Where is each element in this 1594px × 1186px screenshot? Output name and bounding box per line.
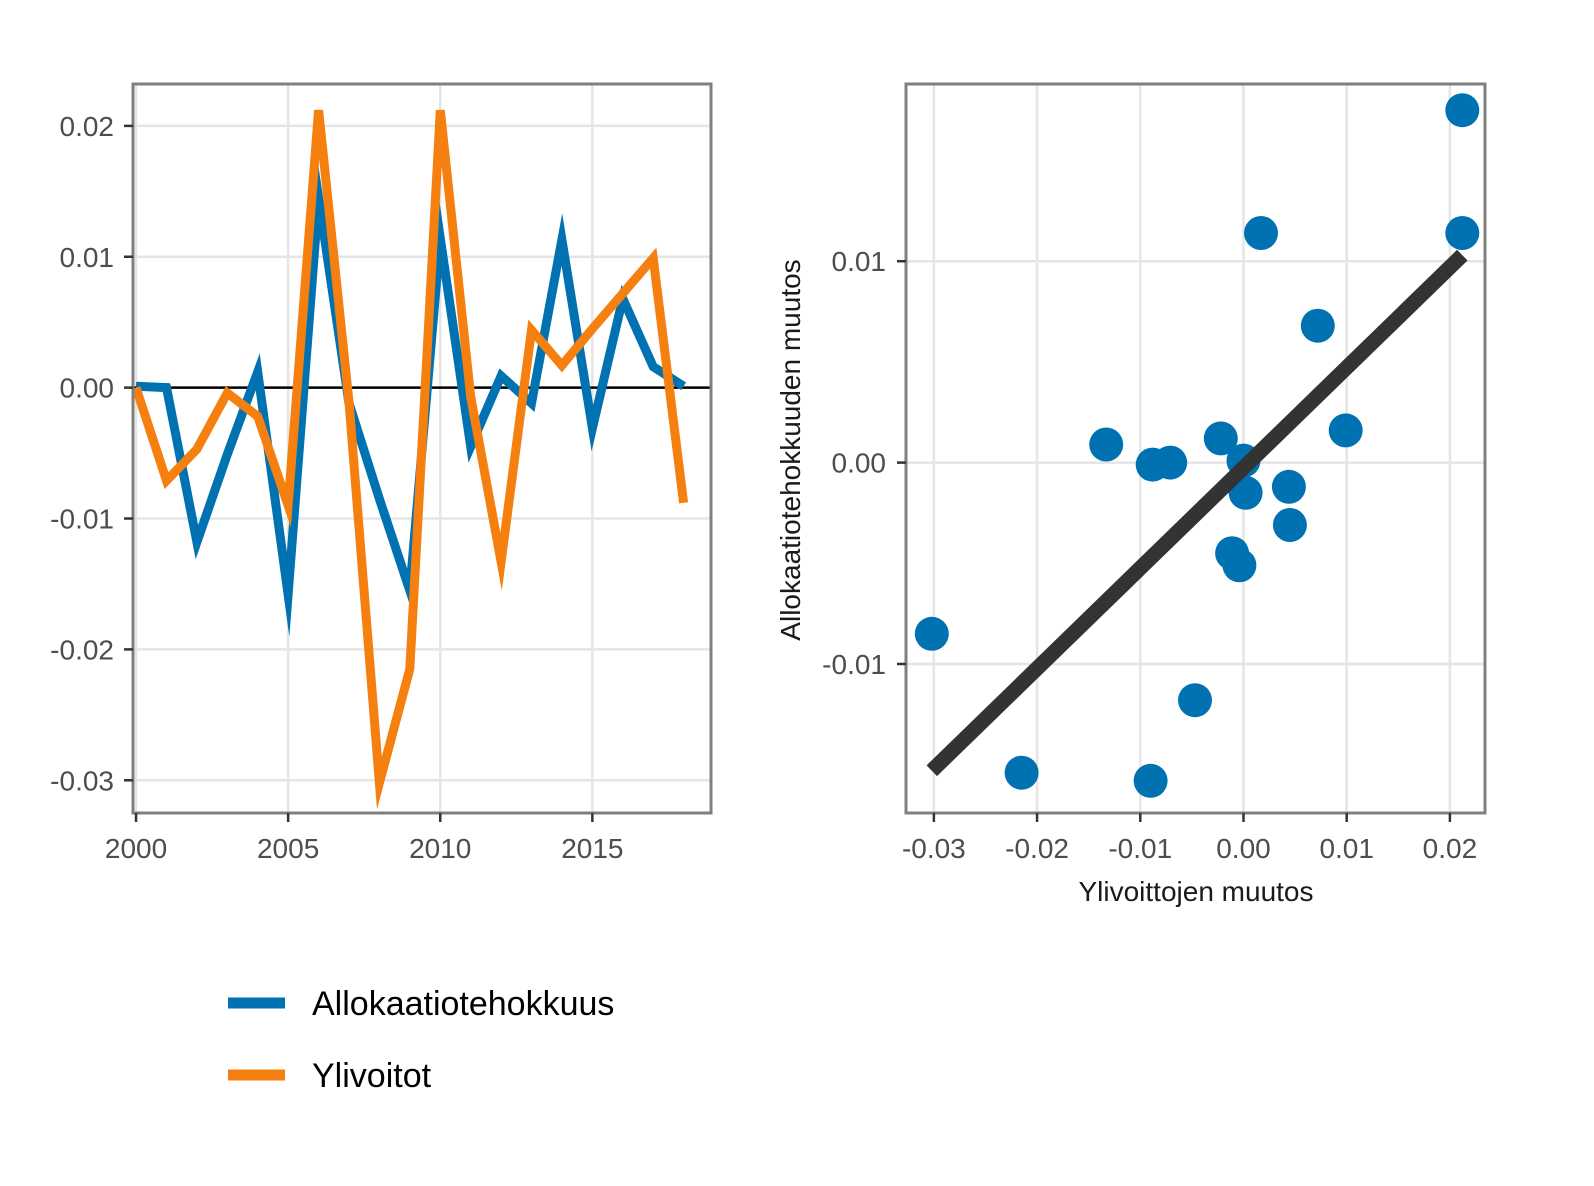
scatter-point	[1215, 536, 1250, 571]
timeseries-panel: 2000 2005 2010 2015 0.02 0.01 0.00 -0.01 -0.02 -…	[50, 82, 713, 864]
scatter-point	[1445, 93, 1480, 128]
scatter-x-tick-label: -0.03	[902, 833, 966, 864]
scatter-point	[1135, 447, 1170, 482]
series-line-ylivoitot	[131, 109, 689, 810]
scatter-x-tick-label: 0.02	[1423, 833, 1478, 864]
scatter-panel-border	[904, 82, 1487, 815]
scatter-point	[1089, 427, 1124, 462]
timeseries-y-tick-label: -0.01	[50, 504, 114, 535]
scatter-fit-line-group	[926, 249, 1468, 777]
scatter-point	[1133, 763, 1168, 798]
scatter-panel: -0.03 -0.02 -0.01 0.00 0.01 0.02 0.010.00-0.0…	[775, 82, 1487, 907]
scatter-x-ticks: -0.03 -0.02 -0.01 0.00 0.01 0.02	[902, 813, 1477, 864]
legend: Allokaatiotehokkuus Ylivoitot	[228, 985, 614, 1095]
scatter-y-tick-label: -0.01	[822, 649, 886, 680]
scatter-point	[1203, 421, 1238, 456]
scatter-y-ticks: 0.01 0.00 -0.01	[822, 246, 906, 680]
scatter-point	[1272, 508, 1307, 542]
scatter-x-tick-label: 0.00	[1216, 833, 1271, 864]
scatter-y-tick-label: 0.01	[832, 246, 887, 277]
scatter-point	[1004, 755, 1039, 790]
timeseries-y-tick-label: -0.03	[50, 765, 114, 796]
scatter-x-tick-label: 0.01	[1319, 833, 1374, 864]
scatter-point	[914, 616, 949, 651]
legend-label-allokaatiotehokkuus: Allokaatiotehokkuus	[312, 985, 614, 1023]
timeseries-y-tick-label: 0.01	[60, 242, 115, 273]
timeseries-x-tick-label: 2015	[561, 833, 623, 864]
timeseries-panel-border	[131, 82, 713, 815]
scatter-point	[1445, 216, 1480, 250]
scatter-point	[1328, 413, 1363, 448]
timeseries-x-tick-label: 2000	[105, 833, 167, 864]
scatter-x-tick-label: -0.01	[1108, 833, 1172, 864]
scatter-fit-line	[926, 249, 1468, 777]
scatter-point	[1300, 308, 1335, 343]
timeseries-y-tick-label: 0.02	[60, 111, 115, 142]
scatter-point	[1271, 469, 1306, 504]
scatter-x-tick-label: -0.02	[1005, 833, 1069, 864]
timeseries-series	[131, 109, 689, 810]
scatter-x-axis-title: Ylivoittojen muutos	[1078, 876, 1313, 907]
scatter-gridlines	[906, 84, 1485, 813]
timeseries-y-tick-label: -0.02	[50, 634, 114, 665]
timeseries-y-ticks: 0.02 0.01 0.00 -0.01 -0.02 -0.03	[50, 111, 133, 796]
scatter-point	[1244, 216, 1278, 250]
timeseries-x-ticks: 2000 2005 2010 2015	[105, 813, 624, 864]
timeseries-x-tick-label: 2010	[409, 833, 471, 864]
timeseries-x-tick-label: 2005	[257, 833, 319, 864]
scatter-points	[914, 93, 1480, 798]
legend-label-ylivoitot: Ylivoitot	[312, 1057, 432, 1095]
scatter-y-tick-label: 0.00	[832, 448, 887, 479]
timeseries-y-tick-label: 0.00	[60, 373, 115, 404]
scatter-point	[1178, 683, 1212, 718]
scatter-y-axis-title: Allokaatiotehokkuuden muutos	[775, 259, 806, 640]
